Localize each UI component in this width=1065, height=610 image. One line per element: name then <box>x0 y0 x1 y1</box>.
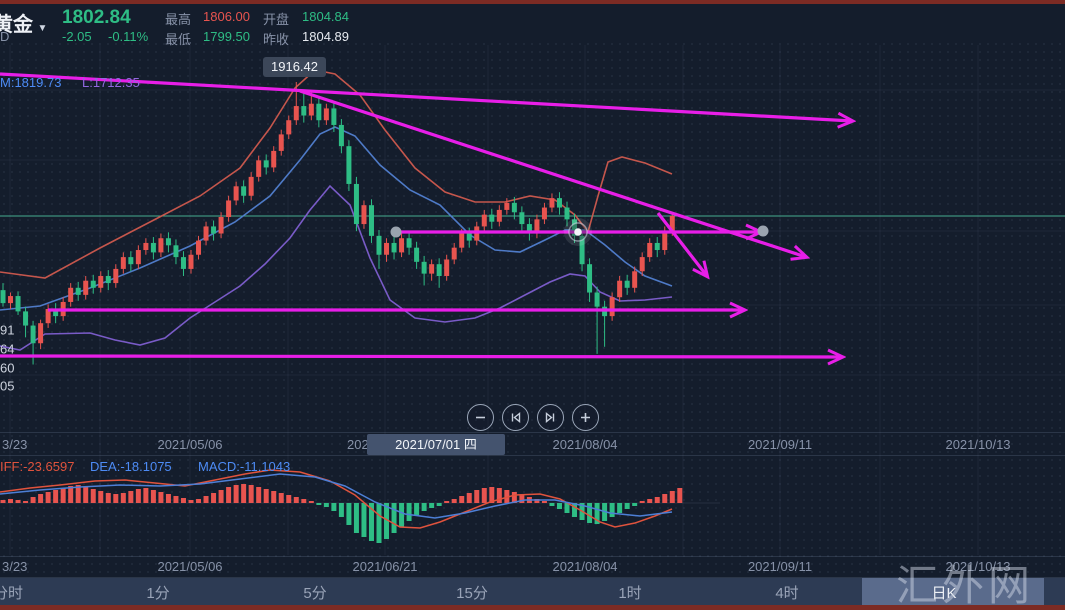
macd-diff-label: IFF:-23.6597 <box>0 459 75 474</box>
symbol-subtitle: D <box>0 29 10 44</box>
stat-value-high: 1806.00 <box>203 9 250 24</box>
macd-value-label: MACD:-11.1043 <box>198 459 291 474</box>
axis-date: 2021/10/13 <box>945 559 1011 574</box>
stat-label-prev-close: 昨收 <box>263 32 290 47</box>
last-price: 1802.84 <box>62 7 131 28</box>
step-back-button[interactable] <box>502 404 529 431</box>
stat-label-high: 最高 <box>165 12 192 27</box>
stat-value-low: 1799.50 <box>203 29 250 44</box>
price-tooltip: 1916.42 <box>263 57 326 77</box>
tab-daily[interactable]: 日K <box>931 585 957 602</box>
axis-date: 2021/10/13 <box>945 437 1011 452</box>
crosshair-date-badge: 2021/07/01 四 <box>367 434 505 455</box>
tab-5min[interactable]: 5分 <box>303 585 327 602</box>
axis-date: 2021/09/11 <box>747 437 813 452</box>
stat-value-prev-close: 1804.89 <box>302 29 349 44</box>
stat-label-low: 最低 <box>165 32 192 47</box>
chevron-down-icon: ▼ <box>37 23 48 34</box>
axis-date: 2021/08/04 <box>552 559 618 574</box>
axis-date: 2021/09/11 <box>747 559 813 574</box>
divider <box>0 577 1065 578</box>
stat-value-open: 1804.84 <box>302 9 349 24</box>
step-forward-button[interactable] <box>537 404 564 431</box>
divider <box>0 556 1065 557</box>
axis-date: 2021/06/21 <box>352 559 418 574</box>
boll-lower-label: L:1712.35 <box>82 75 140 90</box>
stat-label-open: 开盘 <box>263 12 290 27</box>
axis-date: 2021/05/06 <box>157 437 223 452</box>
tab-15min[interactable]: 15分 <box>456 585 488 602</box>
symbol-name: 黄金 <box>0 14 33 36</box>
left-price-label: 64 <box>0 341 15 357</box>
divider <box>0 455 1065 456</box>
top-accent-strip <box>0 0 1065 4</box>
axis-date: 3/23 <box>2 559 28 574</box>
symbol-selector[interactable]: 黄金 ▼ <box>0 8 47 37</box>
axis-date: 2021/08/04 <box>552 437 618 452</box>
zoom-in-button[interactable] <box>572 404 599 431</box>
plus-icon <box>581 413 590 422</box>
left-price-label: 91 <box>0 322 15 338</box>
price-change: -2.05 <box>62 29 92 44</box>
axis-date: 2021/05/06 <box>157 559 223 574</box>
axis-date: 3/23 <box>2 437 28 452</box>
tab-1min[interactable]: 1分 <box>146 585 170 602</box>
skip-forward-icon <box>545 412 555 423</box>
divider <box>0 432 1065 433</box>
left-price-label: 60 <box>0 360 15 376</box>
tab-4hour[interactable]: 4时 <box>775 585 799 602</box>
tab-fenshi[interactable]: 分时 <box>0 585 24 602</box>
left-price-label: 05 <box>0 378 15 394</box>
axis-date-truncated: 202 <box>347 437 369 452</box>
bottom-accent-strip <box>0 605 1065 610</box>
minus-icon <box>476 416 485 419</box>
price-change-pct: -0.11% <box>108 29 149 44</box>
macd-dea-label: DEA:-18.1075 <box>90 459 172 474</box>
active-tab-highlight <box>862 578 1044 605</box>
tab-1hour[interactable]: 1时 <box>618 585 642 602</box>
boll-mid-label: M:1819.73 <box>0 75 62 90</box>
skip-back-icon <box>511 412 521 423</box>
zoom-out-button[interactable] <box>467 404 494 431</box>
